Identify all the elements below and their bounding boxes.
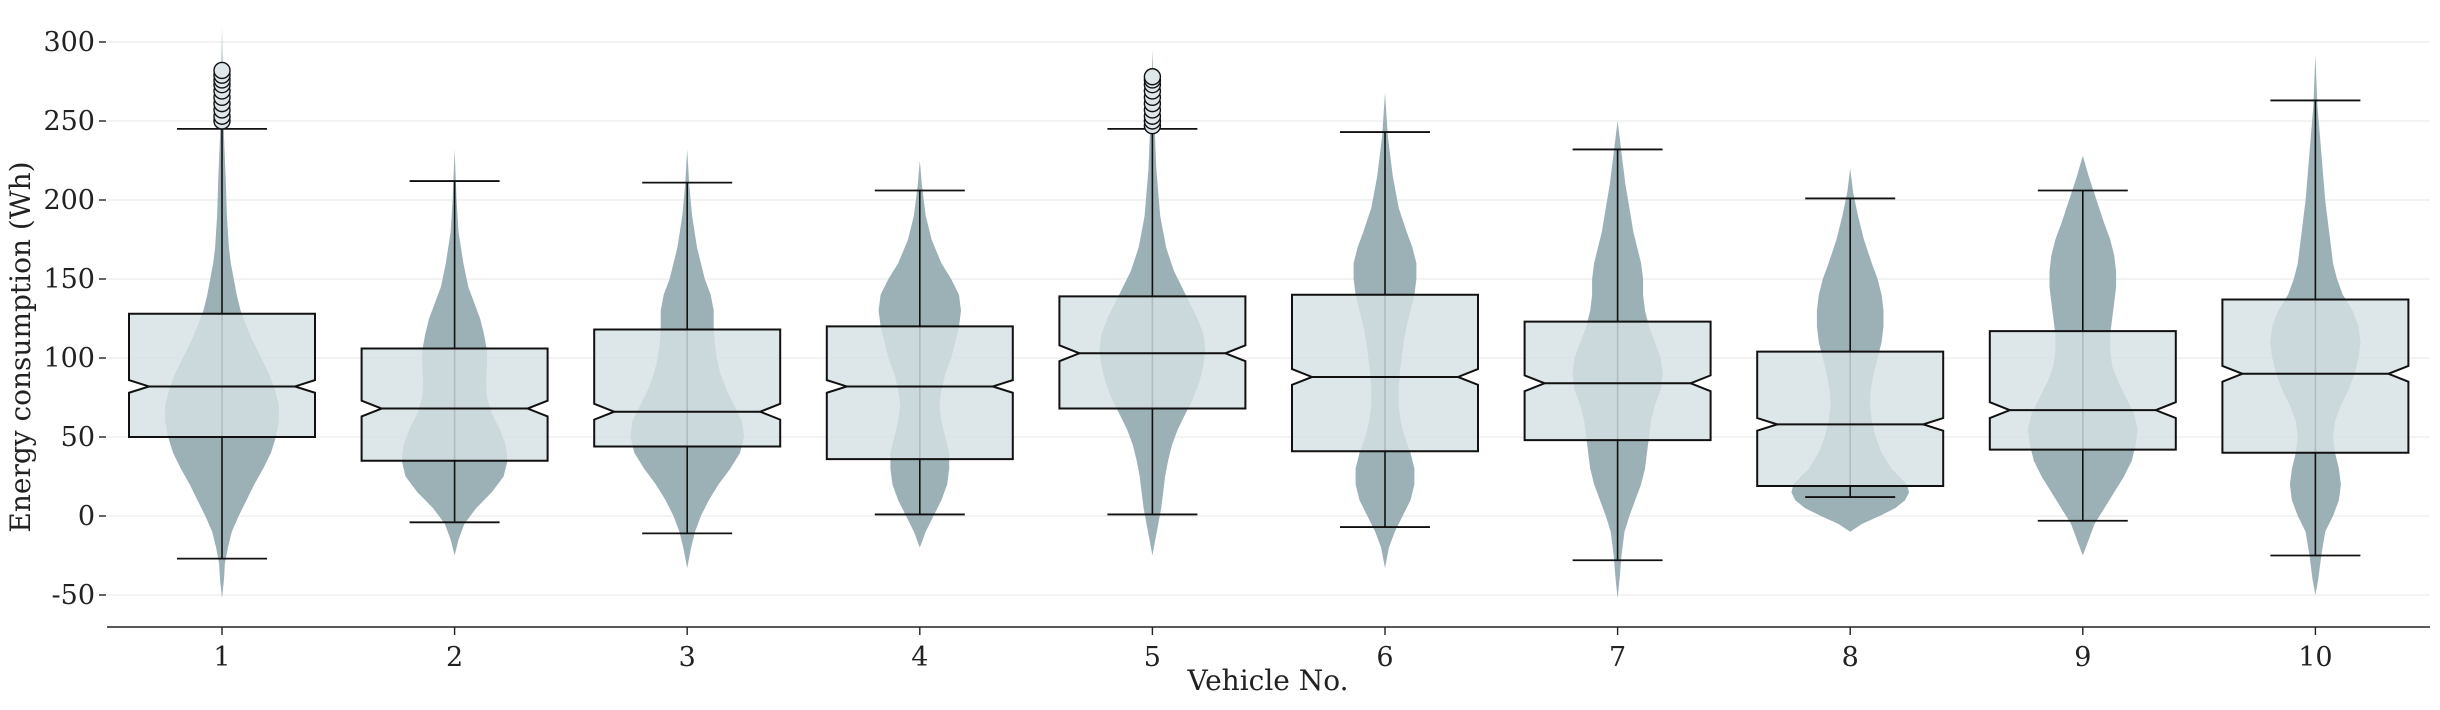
box-3 (593, 328, 782, 448)
x-tick-label: 8 (1842, 642, 1859, 673)
x-tick-label: 7 (1609, 642, 1626, 673)
y-tick-label: 200 (43, 185, 95, 216)
outlier-point (1143, 68, 1162, 86)
violin-layer (165, 26, 2361, 599)
box-6 (1291, 293, 1479, 453)
box-layer (128, 61, 2410, 562)
box-2 (360, 347, 549, 462)
x-tick-label: 4 (911, 642, 928, 673)
x-axis-title: Vehicle No. (1186, 664, 1348, 697)
y-tick-label: 50 (61, 422, 95, 453)
x-tick-label: 9 (2074, 642, 2091, 673)
y-tick-label: 150 (43, 264, 95, 295)
box-1 (128, 312, 316, 438)
y-tick-label: 0 (78, 501, 95, 532)
x-tick-label: 5 (1144, 642, 1161, 673)
x-tick-label: 6 (1376, 642, 1393, 673)
x-tick-label: 10 (2298, 642, 2332, 673)
y-tick-label: 300 (43, 27, 95, 58)
box-10 (2221, 298, 2410, 454)
box-4 (825, 325, 1014, 461)
y-tick-label: 250 (43, 106, 95, 137)
x-tick-label: 3 (679, 642, 696, 673)
x-tick-label: 2 (446, 642, 463, 673)
box-7 (1523, 320, 1712, 442)
axis-layer: -50 0 50 100 150 200 250 300 1 2 3 4 5 6 7 8 9 10 (43, 27, 2430, 673)
box-9 (1988, 330, 2177, 451)
outlier-point (213, 61, 231, 80)
y-tick-label: 100 (43, 343, 95, 374)
y-tick-label: -50 (52, 580, 95, 611)
y-axis-title: Energy consumption (Wh) (4, 161, 37, 532)
x-tick-label: 1 (213, 642, 230, 673)
box-8 (1756, 350, 1945, 487)
